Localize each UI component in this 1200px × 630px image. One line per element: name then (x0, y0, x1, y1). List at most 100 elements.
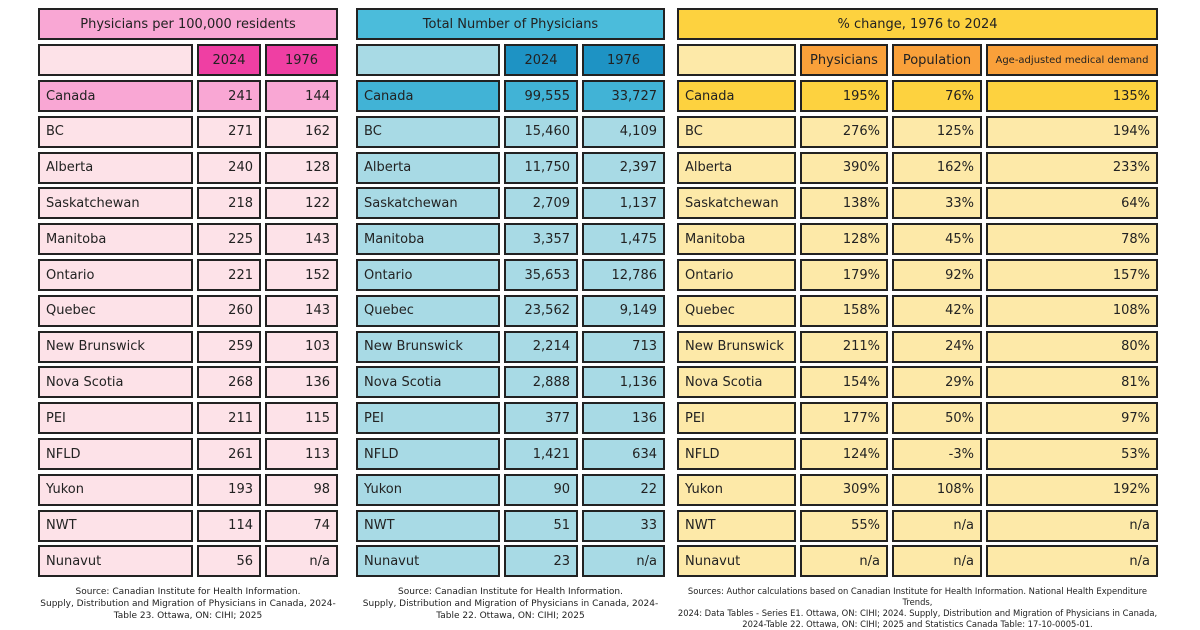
header-blank (677, 44, 796, 76)
cell-value: 108% (892, 473, 982, 506)
row-label: Alberta (38, 151, 193, 184)
row-label: New Brunswick (677, 330, 796, 363)
cell-value: 179% (800, 259, 888, 291)
cell-value: 125% (892, 115, 982, 148)
cell-value: 42% (892, 294, 982, 327)
row-label: Alberta (356, 151, 500, 184)
column-header: Physicians (800, 44, 888, 76)
cell-value: 4,109 (582, 115, 665, 148)
table-title: % change, 1976 to 2024 (677, 8, 1158, 40)
source-line: 2024-Table 22. Ottawa, ON: CIHI; 2025 an… (742, 619, 1093, 629)
cell-value: 143 (265, 294, 338, 327)
cell-value: 260 (197, 294, 261, 327)
cell-value: 2,214 (504, 330, 578, 363)
cell-value: 276% (800, 115, 888, 148)
row-label: BC (677, 115, 796, 148)
cell-value: n/a (800, 545, 888, 578)
cell-value: n/a (986, 509, 1158, 542)
row-label: Manitoba (677, 223, 796, 256)
cell-value: 309% (800, 473, 888, 506)
cell-value: 55% (800, 509, 888, 542)
cell-value: 98 (265, 473, 338, 506)
cell-value: 33,727 (582, 80, 665, 112)
cell-value: 271 (197, 115, 261, 148)
row-label: PEI (38, 402, 193, 435)
cell-value: 240 (197, 151, 261, 184)
row-label: NFLD (677, 438, 796, 470)
cell-value: 56 (197, 545, 261, 578)
cell-value: 136 (582, 402, 665, 435)
table-title: Physicians per 100,000 residents (38, 8, 338, 40)
cell-value: 76% (892, 80, 982, 112)
cell-value: 2,709 (504, 187, 578, 220)
cell-value: n/a (892, 509, 982, 542)
table-title: Total Number of Physicians (356, 8, 665, 40)
cell-value: 162 (265, 115, 338, 148)
cell-value: 74 (265, 509, 338, 542)
cell-value: 122 (265, 187, 338, 220)
cell-value: 23 (504, 545, 578, 578)
cell-value: n/a (265, 545, 338, 578)
cell-value: 35,653 (504, 259, 578, 291)
row-label: BC (38, 115, 193, 148)
cell-value: 3,357 (504, 223, 578, 256)
cell-value: 50% (892, 402, 982, 435)
row-label: NWT (38, 509, 193, 542)
cell-value: 90 (504, 473, 578, 506)
row-label: PEI (677, 402, 796, 435)
row-label: Saskatchewan (356, 187, 500, 220)
column-header: 2024 (197, 44, 261, 76)
cell-value: 128 (265, 151, 338, 184)
cell-value: 113 (265, 438, 338, 470)
row-label: Manitoba (38, 223, 193, 256)
row-label: NFLD (356, 438, 500, 470)
cell-value: 92% (892, 259, 982, 291)
row-label: BC (356, 115, 500, 148)
row-label: Nova Scotia (677, 366, 796, 399)
cell-value: 124% (800, 438, 888, 470)
cell-value: 195% (800, 80, 888, 112)
cell-value: 259 (197, 330, 261, 363)
cell-value: 114 (197, 509, 261, 542)
header-blank (356, 44, 500, 76)
cell-value: 81% (986, 366, 1158, 399)
row-label: Nova Scotia (356, 366, 500, 399)
row-label: Nova Scotia (38, 366, 193, 399)
cell-value: 23,562 (504, 294, 578, 327)
cell-value: 143 (265, 223, 338, 256)
cell-value: 177% (800, 402, 888, 435)
cell-value: 713 (582, 330, 665, 363)
row-label: NWT (356, 509, 500, 542)
cell-value: 128% (800, 223, 888, 256)
cell-value: 97% (986, 402, 1158, 435)
cell-value: 211% (800, 330, 888, 363)
source-note: Source: Canadian Institute for Health In… (40, 586, 336, 622)
cell-value: 29% (892, 366, 982, 399)
cell-value: 64% (986, 187, 1158, 220)
cell-value: 12,786 (582, 259, 665, 291)
cell-value: 152 (265, 259, 338, 291)
cell-value: 390% (800, 151, 888, 184)
cell-value: 103 (265, 330, 338, 363)
cell-value: 22 (582, 473, 665, 506)
cell-value: 158% (800, 294, 888, 327)
row-label: Quebec (356, 294, 500, 327)
cell-value: 99,555 (504, 80, 578, 112)
cell-value: 136 (265, 366, 338, 399)
cell-value: 268 (197, 366, 261, 399)
row-label: Ontario (356, 259, 500, 291)
row-label: Canada (356, 80, 500, 112)
source-line: Table 23. Ottawa, ON: CIHI; 2025 (113, 611, 263, 621)
row-label: Canada (38, 80, 193, 112)
cell-value: 154% (800, 366, 888, 399)
cell-value: 194% (986, 115, 1158, 148)
cell-value: 33 (582, 509, 665, 542)
row-label: NWT (677, 509, 796, 542)
source-line: Supply, Distribution and Migration of Ph… (362, 599, 659, 609)
cell-value: 2,888 (504, 366, 578, 399)
cell-value: 9,149 (582, 294, 665, 327)
cell-value: n/a (892, 545, 982, 578)
source-note: Sources: Author calculations based on Ca… (677, 586, 1158, 630)
cell-value: 115 (265, 402, 338, 435)
